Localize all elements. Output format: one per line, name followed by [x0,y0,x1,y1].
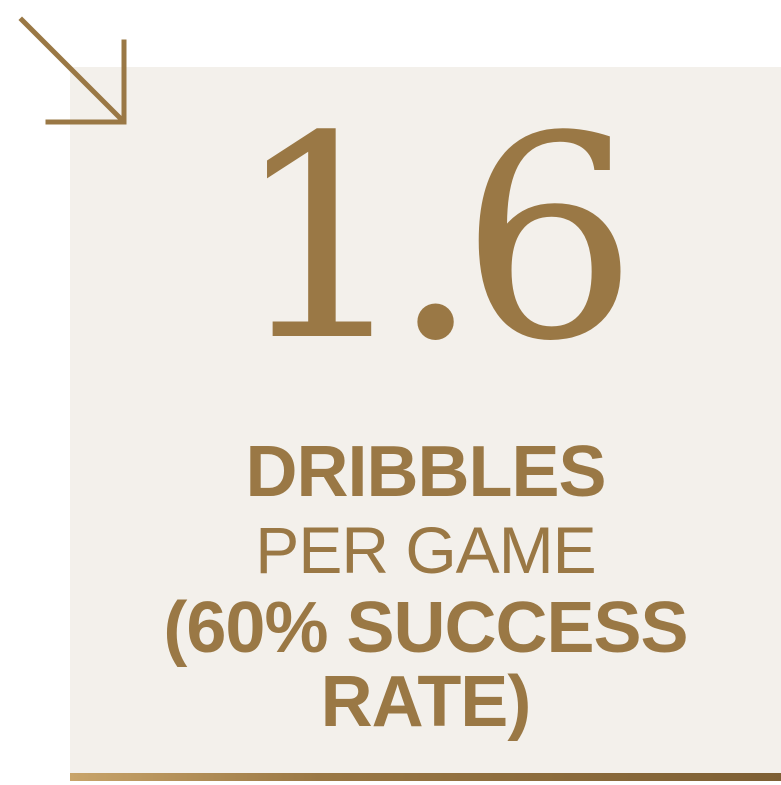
arrow-down-right-icon [18,16,127,125]
stat-caption: DRIBBLES PER GAME (60% SUCCESS RATE) [70,435,781,739]
stat-value: 1.6 [232,77,638,403]
caption-line-3: (60% SUCCESS [163,588,688,668]
caption-line-4: RATE) [320,662,532,742]
stat-card [70,67,781,773]
caption-line-1: DRIBBLES [245,432,606,512]
bottom-accent-bar [70,773,781,781]
caption-line-2: PER GAME [255,513,596,587]
